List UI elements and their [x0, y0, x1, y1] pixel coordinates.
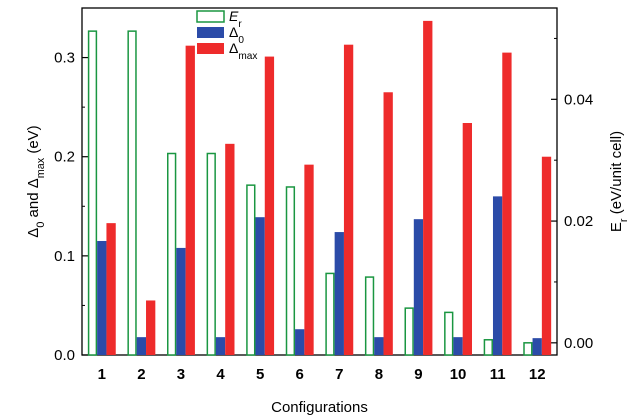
y-left-tick-label: 0.2 — [54, 149, 75, 166]
bar — [364, 276, 375, 356]
bar — [106, 223, 116, 355]
y-left-tick-label: 0.3 — [54, 50, 75, 67]
y-left-tick-label: 0.1 — [54, 248, 75, 265]
bar — [246, 184, 256, 356]
bar — [423, 20, 433, 355]
bar — [383, 92, 393, 356]
bar — [343, 44, 354, 355]
bar — [502, 52, 512, 355]
bar — [127, 30, 137, 356]
bar — [136, 337, 147, 355]
x-axis-label: Configurations — [271, 399, 368, 416]
legend-label: Δ0 — [229, 24, 244, 46]
bar — [334, 232, 344, 355]
bar — [87, 30, 98, 356]
bar — [492, 196, 503, 355]
x-tick-label: 10 — [450, 366, 467, 383]
x-tick-label: 5 — [256, 366, 264, 383]
bar — [325, 272, 335, 356]
bar — [225, 143, 235, 355]
legend-swatch — [196, 10, 225, 23]
y-left-tick-label: 0.0 — [54, 347, 75, 364]
bar — [483, 339, 493, 356]
bar — [462, 123, 472, 356]
y-right-tick-label: 0.00 — [564, 335, 593, 352]
bar — [304, 164, 314, 355]
x-tick-label: 6 — [296, 366, 304, 383]
legend-swatch — [197, 27, 224, 38]
bar — [374, 337, 384, 355]
bar — [185, 45, 195, 355]
bars — [87, 20, 552, 356]
bar — [532, 338, 542, 355]
x-tick-label: 3 — [177, 366, 185, 383]
bar — [444, 311, 454, 356]
legend-swatch — [197, 43, 224, 54]
legend-label: Δmax — [229, 40, 257, 62]
bar — [285, 186, 296, 356]
bar — [404, 307, 414, 356]
axis-ticks: 0.00.10.20.30.000.020.041 2 3 4 5 6 7 8 9 10 11 12 — [54, 37, 593, 383]
x-tick-label: 2 — [137, 366, 145, 383]
x-tick-label: 11 — [490, 366, 506, 383]
bar — [541, 156, 552, 355]
bar — [97, 240, 107, 355]
bar — [146, 300, 156, 355]
bar — [453, 337, 463, 355]
x-tick-label: 8 — [375, 366, 383, 383]
y-axis-right-label: Er (eV/unit cell) — [608, 131, 630, 232]
plot-frame — [81, 7, 558, 356]
y-right-tick-label: 0.04 — [564, 91, 593, 108]
bar — [523, 342, 533, 356]
x-tick-label: 12 — [529, 366, 546, 383]
legend-label: Er — [229, 8, 242, 30]
y-axis-left-label: Δ0 and Δmax (eV) — [25, 125, 47, 237]
bar — [295, 329, 305, 355]
y-right-tick-label: 0.02 — [564, 213, 593, 230]
x-tick-label: 4 — [216, 366, 225, 383]
bar — [206, 152, 216, 356]
bar — [176, 247, 186, 355]
bar — [167, 152, 177, 356]
bar — [413, 219, 424, 355]
bar — [255, 217, 265, 355]
x-tick-label: 9 — [414, 366, 422, 383]
bar — [215, 337, 226, 355]
bar — [264, 56, 275, 356]
x-tick-label: 7 — [335, 366, 343, 383]
x-tick-label: 1 — [98, 366, 106, 383]
